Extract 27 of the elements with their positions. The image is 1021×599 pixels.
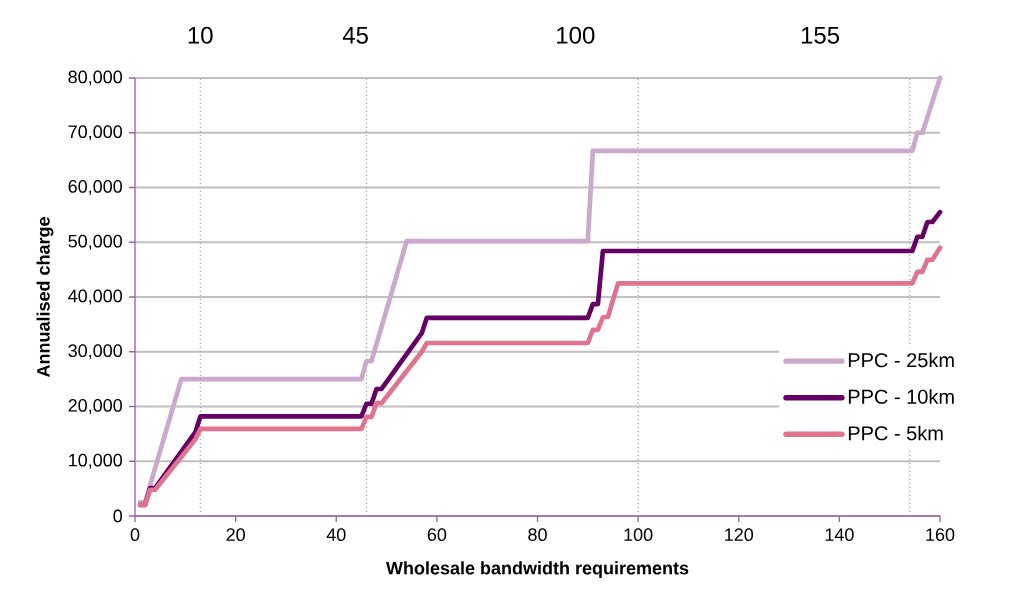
x-tick-label: 80 <box>528 528 547 541</box>
y-tick-label: 0 <box>113 509 123 523</box>
x-tick-label: 120 <box>725 528 754 541</box>
y-tick-label: 40,000 <box>68 289 123 305</box>
text: 100 <box>557 26 595 44</box>
x-tick-label: 100 <box>624 528 653 541</box>
y-axis-title: Annualised charge <box>36 217 54 378</box>
y-tick-label: 60,000 <box>68 180 123 195</box>
text: 10 <box>188 26 213 44</box>
x-tick-label: 60 <box>427 528 447 541</box>
x-tick-label: 140 <box>825 528 854 541</box>
x-tick-label: 20 <box>226 528 245 541</box>
text: 45 <box>342 26 368 44</box>
y-tick-label: 70,000 <box>68 125 123 141</box>
x-tick-label: 0 <box>130 528 140 541</box>
legend-label: PPC - 5km <box>848 425 943 441</box>
x-axis-title: Wholesale bandwidth requirements <box>386 561 689 579</box>
y-tick-label: 10,000 <box>69 453 123 469</box>
y-tick-label: 20,000 <box>68 399 123 414</box>
legend-label: PPC - 25km <box>848 352 954 368</box>
y-tick-label: 80,000 <box>68 70 123 86</box>
y-tick-label: 30,000 <box>68 344 123 360</box>
x-tick-label: 40 <box>326 528 346 541</box>
text: 155 <box>801 26 840 44</box>
y-tick-label: 50,000 <box>68 234 123 250</box>
x-tick-label: 160 <box>926 528 955 541</box>
legend-label: PPC - 10km <box>848 389 954 404</box>
